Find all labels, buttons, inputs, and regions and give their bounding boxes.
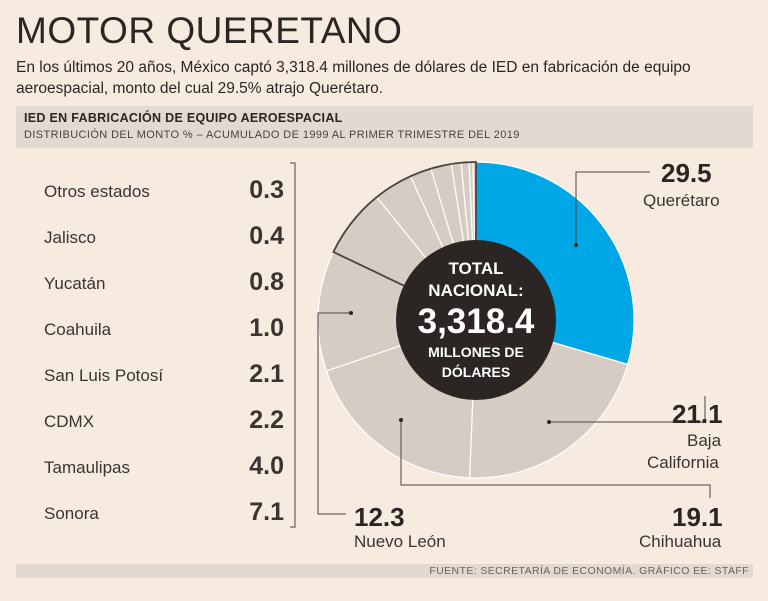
leader-baja-california-dot xyxy=(547,420,551,424)
list-item-value: 7.1 xyxy=(249,498,284,526)
list-item: Sonora 7.1 xyxy=(44,498,284,528)
leader-lines xyxy=(290,162,711,528)
list-item: Jalisco 0.4 xyxy=(44,222,284,252)
list-item-name: Sonora xyxy=(44,504,99,523)
center-line-4: MILLONES DE xyxy=(428,344,524,360)
list-item-value: 4.0 xyxy=(249,452,284,480)
center-line-2: NACIONAL: xyxy=(428,281,523,300)
name-label-baja: Baja xyxy=(687,431,722,450)
list-item: Yucatán 0.8 xyxy=(44,268,284,298)
list-item-value: 0.4 xyxy=(249,222,284,250)
value-label-nuevo-leon: 12.3 xyxy=(354,502,405,532)
list-item-name: Otros estados xyxy=(44,182,150,201)
value-label-queretaro: 29.5 xyxy=(661,158,712,188)
list-item-value: 1.0 xyxy=(249,314,284,342)
leader-chihuahua xyxy=(400,420,711,498)
list-item-name: Tamaulipas xyxy=(44,458,130,477)
small-states-bracket xyxy=(290,162,296,528)
list-item: Otros estados 0.3 xyxy=(44,176,284,206)
leader-queretaro xyxy=(575,171,650,245)
list-item-value: 0.8 xyxy=(249,268,284,296)
list-item: Tamaulipas 4.0 xyxy=(44,452,284,482)
name-label-california: California xyxy=(647,453,719,472)
list-item-name: CDMX xyxy=(44,412,95,431)
leader-nuevo-leon-dot xyxy=(349,311,353,315)
name-label-queretaro: Querétaro xyxy=(643,191,720,210)
center-line-5: DÓLARES xyxy=(442,363,510,380)
name-label-chihuahua: Chihuahua xyxy=(639,532,722,551)
value-label-baja-california: 21.1 xyxy=(672,399,723,429)
value-label-chihuahua: 19.1 xyxy=(672,502,723,532)
list-item-value: 2.1 xyxy=(249,360,284,388)
center-amount: 3,318.4 xyxy=(418,302,535,341)
list-item-value: 0.3 xyxy=(249,176,284,204)
center-line-1: TOTAL xyxy=(448,259,503,278)
list-item-name: Yucatán xyxy=(44,274,106,293)
list-item-value: 2.2 xyxy=(249,406,284,434)
list-item-name: Coahuila xyxy=(44,320,112,339)
leader-queretaro-dot xyxy=(574,243,578,247)
chart-header-band: IED EN FABRICACIÓN DE EQUIPO AEROESPACIA… xyxy=(16,106,753,148)
list-item: San Luis Potosí 2.1 xyxy=(44,360,284,390)
chart-title: IED EN FABRICACIÓN DE EQUIPO AEROESPACIA… xyxy=(24,111,343,125)
page-subtitle: En los últimos 20 años, México captó 3,3… xyxy=(16,59,691,97)
leader-baja-california xyxy=(549,396,706,423)
list-item: CDMX 2.2 xyxy=(44,406,284,436)
list-item: Coahuila 1.0 xyxy=(44,314,284,344)
leader-nuevo-leon xyxy=(317,312,351,515)
list-item-name: Jalisco xyxy=(44,228,96,247)
leader-chihuahua-dot xyxy=(399,418,403,422)
list-item-name: San Luis Potosí xyxy=(44,366,164,385)
footer-band: FUENTE: SECRETARÍA DE ECONOMÍA. GRÁFICO … xyxy=(16,564,753,578)
center-disc xyxy=(396,240,556,400)
chart-subtitle: DISTRIBUCIÓN DEL MONTO % – ACUMULADO DE … xyxy=(24,129,520,141)
page-title: MOTOR QUERETANO xyxy=(16,10,403,51)
source-note: FUENTE: SECRETARÍA DE ECONOMÍA. GRÁFICO … xyxy=(429,565,749,577)
name-label-nuevo-leon: Nuevo León xyxy=(354,532,446,551)
small-states-outline xyxy=(332,161,477,322)
